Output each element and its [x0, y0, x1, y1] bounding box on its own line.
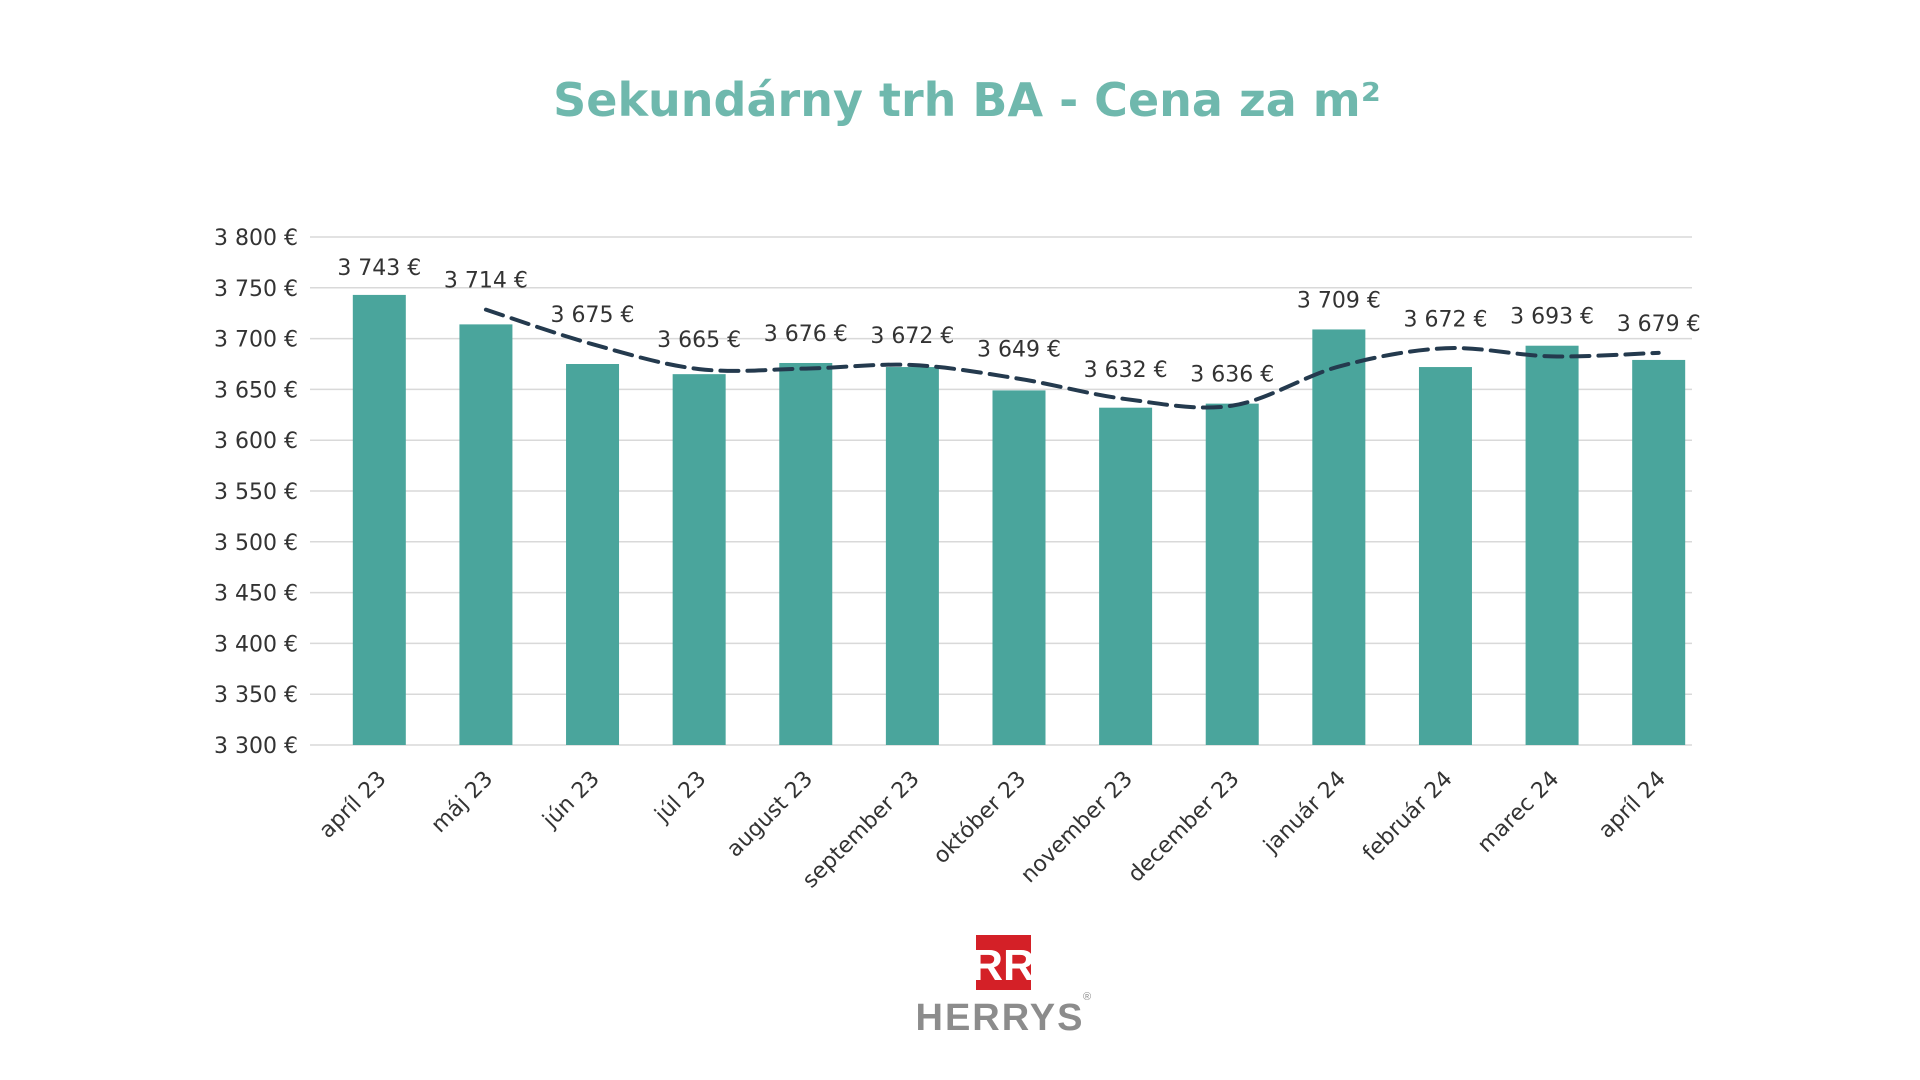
logo-mark	[976, 935, 1031, 990]
y-tick-label: 3 700 €	[214, 328, 298, 353]
bar	[566, 364, 620, 745]
bar	[992, 390, 1046, 745]
y-tick-label: 3 450 €	[214, 582, 298, 607]
x-tick-label: apríl 24	[1594, 767, 1671, 844]
data-label: 3 676 €	[764, 322, 848, 347]
data-label: 3 636 €	[1190, 363, 1274, 388]
x-tick-label: marec 24	[1473, 767, 1564, 858]
x-tick-label: apríl 23	[315, 767, 392, 844]
herrys-logo: RR HERRYS ®	[916, 935, 1091, 1039]
y-tick-label: 3 600 €	[214, 429, 298, 454]
y-tick-label: 3 650 €	[214, 378, 298, 403]
bar	[1418, 367, 1472, 745]
x-tick-label: január 24	[1258, 767, 1351, 860]
y-tick-label: 3 400 €	[214, 632, 298, 657]
data-label: 3 672 €	[1403, 307, 1487, 332]
bar	[352, 294, 406, 745]
x-tick-label: december 23	[1123, 767, 1244, 888]
x-tick-label: september 23	[798, 767, 925, 894]
logo-mark-letters: RR	[971, 941, 1035, 990]
data-label: 3 714 €	[444, 269, 528, 294]
data-label: 3 649 €	[977, 338, 1061, 363]
trendline	[483, 307, 1661, 410]
x-tick-label: október 23	[929, 767, 1031, 869]
bar	[779, 362, 833, 745]
y-tick-label: 3 750 €	[214, 277, 298, 302]
bar	[1525, 345, 1579, 745]
y-axis-ticks: 3 300 € 3 350 € 3 400 € 3 450 € 3 500 € 3 550…	[214, 226, 298, 759]
logo-registered-mark: ®	[1083, 991, 1091, 1003]
data-label: 3 675 €	[551, 303, 635, 328]
bar	[885, 367, 939, 745]
bar	[459, 324, 513, 745]
x-tick-label: júl 23	[650, 767, 712, 829]
data-label: 3 693 €	[1510, 305, 1594, 330]
bar	[1632, 359, 1686, 745]
y-tick-label: 3 500 €	[214, 531, 298, 556]
y-tick-label: 3 300 €	[214, 734, 298, 759]
x-axis-ticks: apríl 23 máj 23 jún 23 júl 23 august 23septe…	[315, 767, 1671, 894]
chart-title: Sekundárny trh BA - Cena za m²	[553, 73, 1381, 127]
bar	[1205, 403, 1259, 745]
data-label: 3 743 €	[337, 256, 421, 281]
y-tick-label: 3 800 €	[214, 226, 298, 251]
logo-brand-text: HERRYS	[916, 997, 1085, 1039]
data-label: 3 632 €	[1084, 358, 1168, 383]
x-tick-label: august 23	[722, 767, 818, 863]
y-tick-label: 3 550 €	[214, 480, 298, 505]
x-tick-label: jún 23	[538, 767, 605, 834]
bar	[1099, 407, 1153, 745]
bars	[352, 294, 1686, 745]
x-tick-label: február 24	[1358, 767, 1458, 867]
x-tick-label: máj 23	[427, 767, 498, 838]
data-labels: 3 743 € 3 714 € 3 675 € 3 665 € 3 676 € 3 672…	[337, 256, 1700, 388]
data-label: 3 679 €	[1617, 312, 1701, 337]
data-label: 3 709 €	[1297, 288, 1381, 313]
trendline-group	[483, 307, 1661, 410]
y-tick-label: 3 350 €	[214, 683, 298, 708]
bar	[672, 374, 726, 745]
data-label: 3 672 €	[870, 324, 954, 349]
x-tick-label: november 23	[1016, 767, 1138, 889]
data-label: 3 665 €	[657, 328, 741, 353]
bar	[1312, 329, 1366, 745]
